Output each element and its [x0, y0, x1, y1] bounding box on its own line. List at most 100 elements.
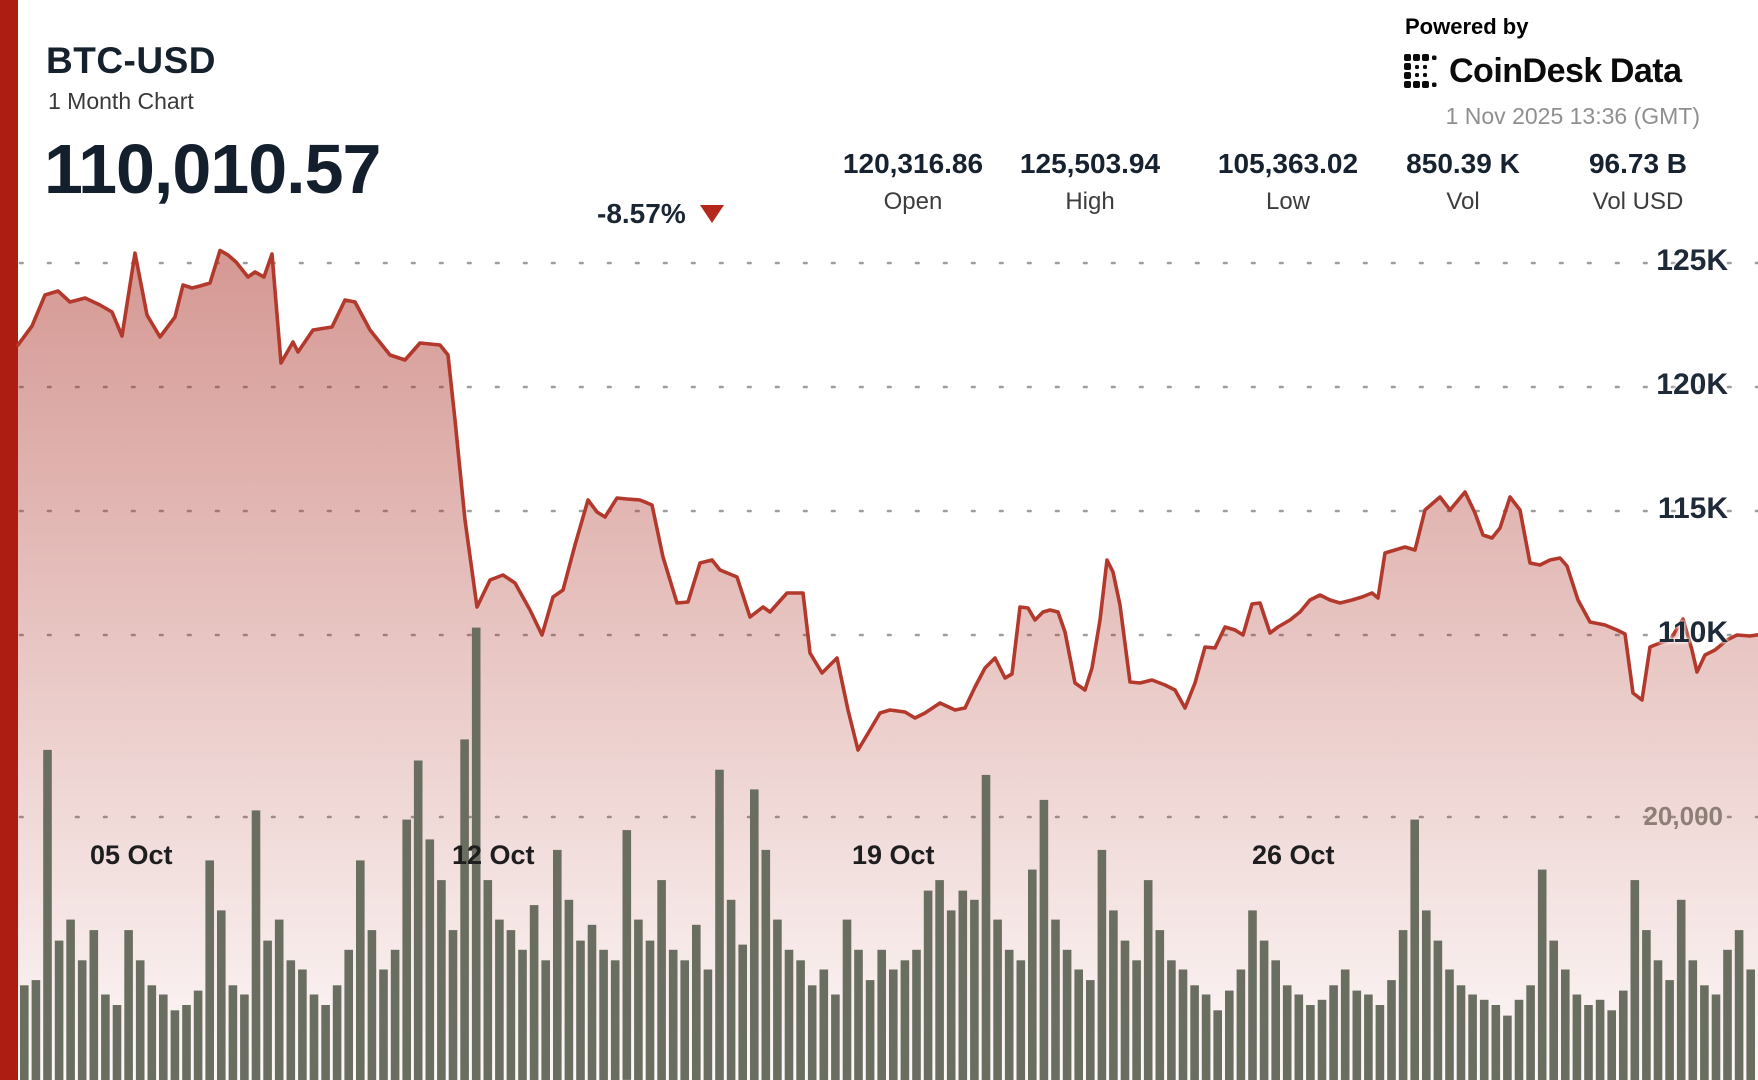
- volume-bar: [1468, 994, 1477, 1080]
- volume-bar: [356, 860, 365, 1080]
- volume-bar: [286, 960, 296, 1080]
- volume-bar: [993, 919, 1002, 1080]
- volume-bar: [1549, 940, 1558, 1080]
- volume-bar: [193, 990, 203, 1080]
- volume-bar: [1514, 999, 1524, 1080]
- volume-bar: [101, 994, 110, 1080]
- volume-bar: [692, 924, 701, 1080]
- volume-bar: [159, 994, 168, 1080]
- volume-bar: [842, 919, 852, 1080]
- y-axis-tick-label: 120K: [1656, 368, 1728, 401]
- volume-bar: [865, 980, 875, 1080]
- volume-bar: [634, 919, 643, 1080]
- volume-bar: [1178, 969, 1188, 1080]
- coindesk-logo-text: CoinDesk Data: [1449, 52, 1682, 90]
- volume-bar: [20, 985, 29, 1080]
- y-axis-tick-label: 125K: [1656, 244, 1728, 277]
- volume-bar: [309, 994, 319, 1080]
- volume-bar: [460, 739, 469, 1080]
- volume-bar: [1248, 910, 1257, 1080]
- volume-bar: [889, 969, 898, 1080]
- volume-bar: [495, 919, 504, 1080]
- stat-high-value: 125,503.94: [1019, 148, 1161, 179]
- volume-bar: [854, 949, 863, 1080]
- volume-bar: [1132, 960, 1141, 1080]
- volume-bar: [1734, 930, 1744, 1080]
- volume-bar: [1236, 969, 1246, 1080]
- stat-high: 125,503.94 High: [980, 148, 1200, 216]
- volume-bar: [1410, 819, 1419, 1080]
- volume-bar: [564, 899, 574, 1080]
- volume-bar: [703, 969, 713, 1080]
- volume-bar: [483, 880, 493, 1080]
- volume-bar: [553, 849, 562, 1080]
- volume-bar: [1039, 799, 1049, 1080]
- volume-bar: [437, 880, 446, 1080]
- volume-bar: [715, 769, 724, 1080]
- volume-bar: [1028, 869, 1037, 1080]
- volume-bar: [367, 930, 377, 1080]
- volume-bar: [1537, 869, 1547, 1080]
- volume-bar: [1086, 980, 1095, 1080]
- volume-bar: [529, 905, 539, 1080]
- volume-bar: [1479, 999, 1489, 1080]
- stat-vol: 850.39 K Vol: [1353, 148, 1573, 216]
- volume-bar: [981, 774, 991, 1080]
- current-price: 110,010.57: [44, 130, 381, 208]
- price-change-percent: -8.57%: [597, 198, 686, 229]
- volume-bar: [1398, 930, 1408, 1080]
- volume-bar: [576, 940, 585, 1080]
- volume-bar: [900, 960, 910, 1080]
- volume-bar: [1294, 994, 1304, 1080]
- volume-bar: [831, 994, 840, 1080]
- powered-by-label: Powered by: [1405, 14, 1529, 39]
- volume-bar: [1271, 960, 1280, 1080]
- volume-bar: [1282, 985, 1292, 1080]
- volume-bar: [425, 839, 435, 1080]
- stat-vol-value: 850.39 K: [1406, 148, 1520, 179]
- volume-bar: [1201, 994, 1211, 1080]
- volume-bar: [1422, 910, 1431, 1080]
- volume-bar: [1213, 1010, 1222, 1080]
- volume-bar: [750, 789, 759, 1080]
- volume-bar: [1688, 960, 1698, 1080]
- volume-bar: [321, 1005, 330, 1080]
- volume-bar: [1642, 930, 1651, 1080]
- y-axis-tick-label: 115K: [1657, 492, 1728, 525]
- volume-bar: [1572, 994, 1582, 1080]
- volume-bar: [877, 949, 886, 1080]
- volume-bar: [668, 949, 678, 1080]
- volume-bar: [1619, 990, 1628, 1080]
- coindesk-data-logo[interactable]: CoinDesk Data: [1403, 52, 1682, 91]
- volume-bar: [1503, 1015, 1512, 1080]
- volume-bar: [935, 880, 944, 1080]
- volume-bar: [819, 969, 829, 1080]
- volume-bar: [773, 919, 782, 1080]
- volume-bar: [1016, 960, 1026, 1080]
- volume-bar: [645, 940, 655, 1080]
- volume-bar: [124, 930, 133, 1080]
- volume-bar: [89, 930, 99, 1080]
- volume-bar: [657, 880, 666, 1080]
- volume-bar: [448, 930, 458, 1080]
- volume-bar: [1433, 940, 1443, 1080]
- volume-bar: [610, 960, 620, 1080]
- volume-bar: [1665, 980, 1674, 1080]
- stat-vol-usd: 96.73 B Vol USD: [1528, 148, 1748, 216]
- volume-bar: [541, 960, 550, 1080]
- x-axis-tick-label: 19 Oct: [852, 840, 935, 870]
- volume-bar: [761, 849, 771, 1080]
- volume-bar: [170, 1010, 180, 1080]
- volume-bar: [77, 960, 87, 1080]
- stat-vol-usd-value: 96.73 B: [1588, 148, 1688, 179]
- volume-bar: [1526, 985, 1535, 1080]
- volume-bar: [970, 899, 979, 1080]
- x-axis-tick-label: 05 Oct: [90, 840, 173, 870]
- volume-bar: [402, 819, 411, 1080]
- volume-bar: [471, 627, 481, 1080]
- volume-bar: [43, 749, 52, 1080]
- volume-bar: [390, 949, 400, 1080]
- volume-bar: [1723, 949, 1732, 1080]
- volume-bar: [31, 980, 41, 1080]
